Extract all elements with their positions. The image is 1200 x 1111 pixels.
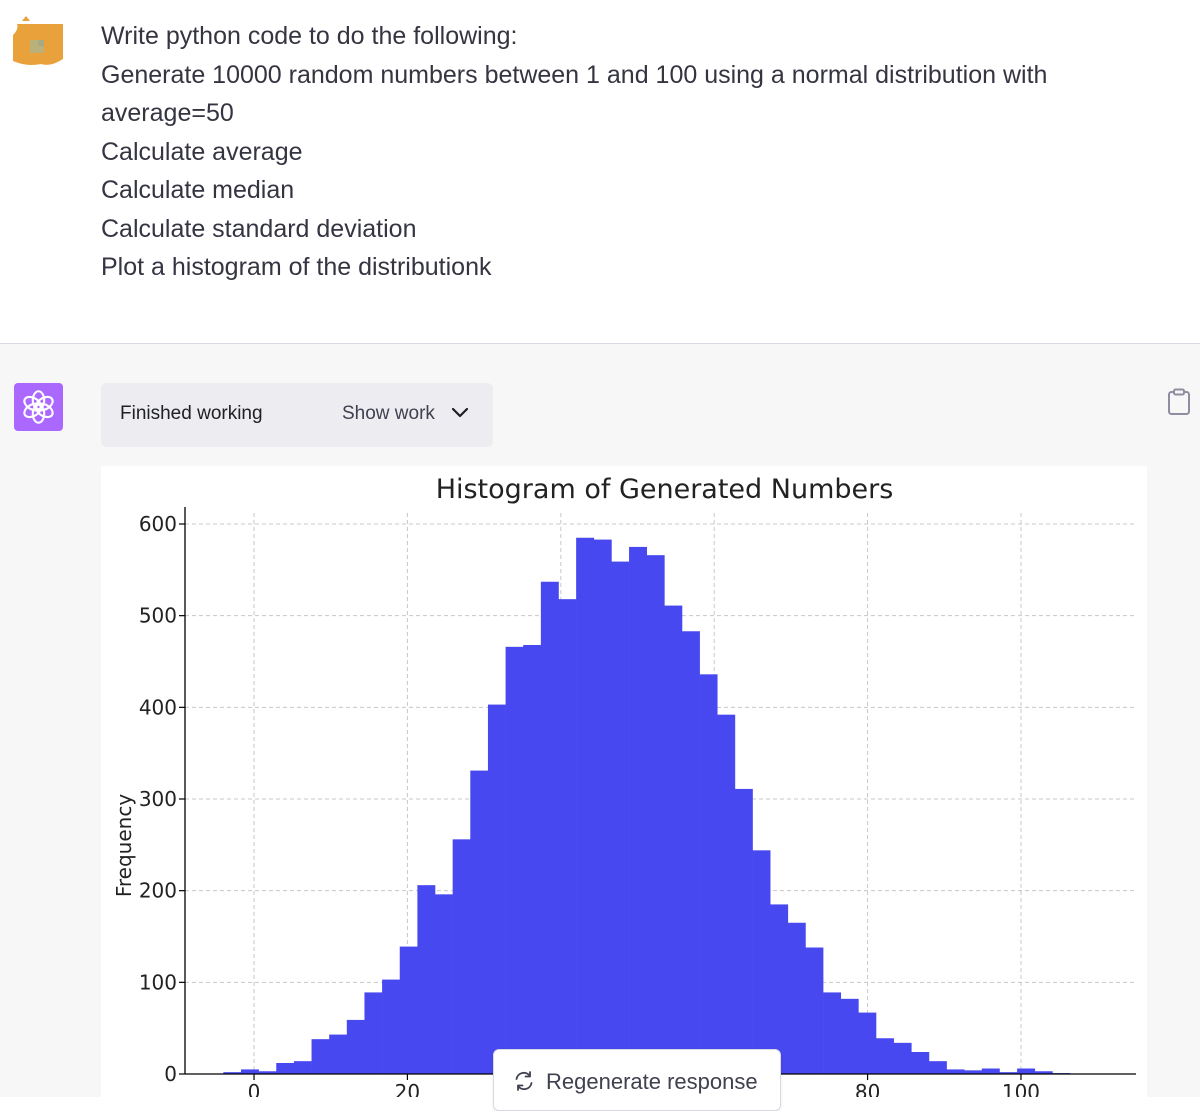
histogram-bar xyxy=(223,1072,242,1074)
histogram-bar xyxy=(840,998,859,1074)
histogram-bar xyxy=(1034,1071,1053,1074)
histogram-bar xyxy=(946,1069,965,1074)
x-tick-label: 80 xyxy=(855,1080,880,1097)
histogram-bar xyxy=(382,979,401,1074)
user-message-text: Write python code to do the following: Ge… xyxy=(101,17,1101,287)
histogram-bar xyxy=(893,1042,912,1074)
histogram-bar xyxy=(240,1069,259,1074)
histogram-bar xyxy=(276,1063,295,1074)
histogram-bar xyxy=(435,894,453,1074)
clipboard-icon[interactable] xyxy=(1166,388,1192,421)
histogram-bar xyxy=(823,992,842,1074)
x-tick-label: 0 xyxy=(248,1080,261,1097)
regenerate-label: Regenerate response xyxy=(546,1069,758,1094)
histogram-bar xyxy=(964,1070,983,1074)
histogram-bar xyxy=(576,537,595,1074)
histogram-bar xyxy=(417,885,436,1074)
histogram-bar xyxy=(470,770,489,1074)
histogram-bar xyxy=(999,1072,1018,1074)
histogram-bar xyxy=(1017,1068,1036,1074)
openai-logo-icon xyxy=(14,383,63,431)
y-tick-label: 100 xyxy=(139,970,177,994)
histogram-bar xyxy=(505,646,524,1074)
work-status-panel: Finished working Show work xyxy=(101,383,493,447)
histogram-bar xyxy=(487,704,506,1074)
histogram-bar xyxy=(258,1071,277,1074)
histogram-bar xyxy=(452,839,471,1074)
histogram-bar xyxy=(346,1019,365,1074)
histogram-bar xyxy=(399,946,418,1074)
histogram-bar xyxy=(770,904,789,1074)
histogram-bar xyxy=(858,1012,877,1074)
histogram-bar xyxy=(646,555,665,1074)
histogram-bar xyxy=(523,645,542,1074)
x-tick-label: 20 xyxy=(395,1080,420,1097)
y-tick-label: 0 xyxy=(164,1062,177,1086)
user-message-line: Plot a histogram of the distributionk xyxy=(101,253,492,281)
user-message-line: Generate 10000 random numbers between 1 … xyxy=(101,60,1048,89)
regenerate-response-button[interactable]: Regenerate response xyxy=(493,1049,781,1111)
histogram-bar xyxy=(558,599,577,1074)
user-avatar-icon xyxy=(13,15,63,65)
status-label: Finished working xyxy=(120,403,263,424)
histogram-svg: 0100200300400500600020406080100Histogram… xyxy=(112,474,1136,1097)
histogram-bar xyxy=(681,631,700,1074)
histogram-bar xyxy=(734,788,753,1074)
y-tick-label: 400 xyxy=(139,695,177,719)
user-message-line: Calculate median xyxy=(101,176,295,204)
histogram-bar xyxy=(329,1034,348,1074)
histogram-bar xyxy=(364,992,383,1074)
histogram-bar xyxy=(699,674,718,1074)
chart-title: Histogram of Generated Numbers xyxy=(436,474,894,505)
y-tick-label: 200 xyxy=(139,879,177,903)
y-axis-label: Frequency xyxy=(112,794,136,897)
histogram-bar xyxy=(593,539,612,1074)
message-divider xyxy=(0,343,1200,344)
user-message-line: Calculate average xyxy=(101,137,303,166)
histogram-bar xyxy=(928,1061,947,1074)
histogram-bar xyxy=(311,1039,330,1074)
user-message-line: Write python code to do the following: xyxy=(101,22,518,50)
y-tick-label: 600 xyxy=(139,512,177,536)
histogram-bar xyxy=(805,947,824,1074)
user-message-line: Calculate standard deviation xyxy=(101,214,417,243)
histogram-bar xyxy=(293,1061,312,1074)
histogram-bar xyxy=(876,1038,894,1074)
histogram-bar xyxy=(911,1052,930,1074)
user-message-line: average=50 xyxy=(101,99,234,127)
histogram-bar xyxy=(717,714,736,1074)
histogram-bar xyxy=(752,850,771,1074)
histogram-bar xyxy=(629,546,647,1074)
y-tick-label: 300 xyxy=(139,787,177,811)
user-message-block: Write python code to do the following: Ge… xyxy=(0,0,1200,343)
show-work-button[interactable]: Show work xyxy=(342,403,435,424)
refresh-icon xyxy=(513,1070,535,1097)
histogram-bar xyxy=(540,581,559,1074)
histogram-bar xyxy=(787,922,806,1074)
y-tick-label: 500 xyxy=(139,604,177,628)
chevron-down-icon[interactable] xyxy=(451,406,469,425)
histogram-bar xyxy=(664,605,683,1074)
x-tick-label: 100 xyxy=(1002,1080,1040,1097)
histogram-chart: 0100200300400500600020406080100Histogram… xyxy=(101,466,1147,1097)
histogram-bar xyxy=(611,561,630,1074)
histogram-bar xyxy=(981,1068,1000,1074)
